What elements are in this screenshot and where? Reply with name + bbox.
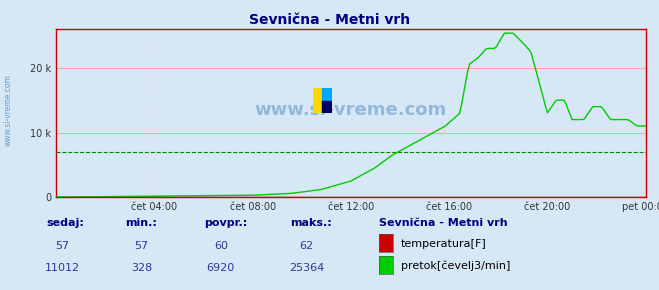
Bar — [322, 101, 332, 113]
Text: temperatura[F]: temperatura[F] — [401, 240, 486, 249]
Bar — [312, 88, 322, 113]
Text: Sevnična - Metni vrh: Sevnična - Metni vrh — [249, 13, 410, 27]
Bar — [322, 88, 332, 101]
Text: povpr.:: povpr.: — [204, 218, 248, 228]
Text: www.si-vreme.com: www.si-vreme.com — [255, 101, 447, 119]
Text: pretok[čevelj3/min]: pretok[čevelj3/min] — [401, 261, 510, 271]
Text: 57: 57 — [55, 241, 70, 251]
Text: 62: 62 — [299, 241, 314, 251]
Text: 328: 328 — [131, 263, 152, 273]
Text: 6920: 6920 — [207, 263, 235, 273]
Text: 60: 60 — [214, 241, 228, 251]
Text: 11012: 11012 — [45, 263, 80, 273]
Text: sedaj:: sedaj: — [46, 218, 84, 228]
Text: 25364: 25364 — [289, 263, 324, 273]
Text: 57: 57 — [134, 241, 149, 251]
Text: www.si-vreme.com: www.si-vreme.com — [3, 74, 13, 146]
Text: maks.:: maks.: — [290, 218, 331, 228]
Text: Sevnična - Metni vrh: Sevnična - Metni vrh — [379, 218, 507, 228]
Text: min.:: min.: — [125, 218, 157, 228]
